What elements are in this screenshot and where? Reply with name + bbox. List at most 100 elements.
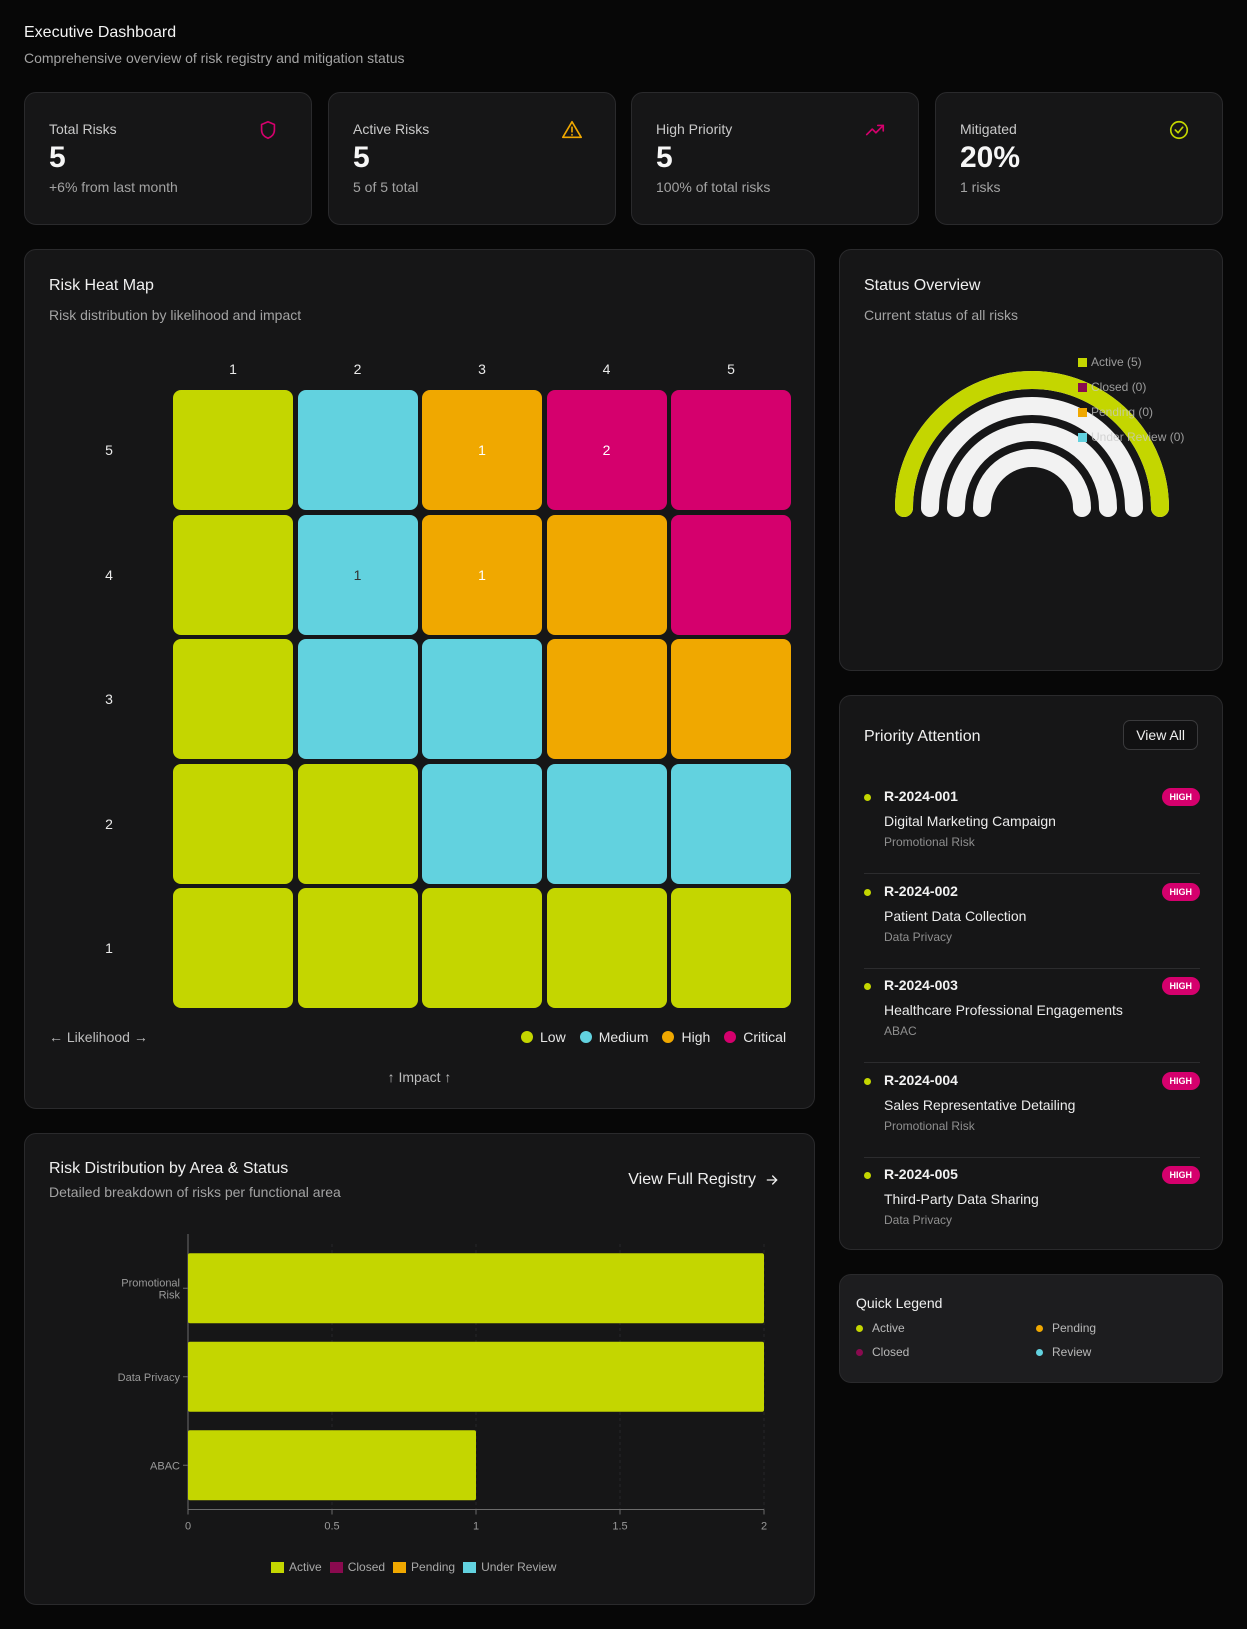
- legend-label: Under Review: [481, 1560, 557, 1574]
- heat-map-cell-low[interactable]: [173, 514, 293, 635]
- legend-label: Closed: [347, 1560, 386, 1574]
- status-legend-label: Active (5): [1091, 355, 1142, 369]
- legend-critical-label: Critical: [743, 1029, 787, 1045]
- stat-card-high-priority: High Priority 5 100% of total risks: [631, 92, 919, 225]
- risk-name: Digital Marketing Campaign: [884, 813, 1056, 829]
- legend-label: Active: [289, 1560, 322, 1574]
- quick-legend-pending: Pending: [1036, 1321, 1096, 1335]
- heat-map-column-label: 2: [353, 361, 362, 377]
- priority-list-item[interactable]: R-2024-002 HIGH Patient Data Collection Dat…: [864, 875, 1200, 969]
- heat-map-cell-medium[interactable]: [297, 390, 418, 510]
- card-subtitle: Detailed breakdown of risks per function…: [49, 1184, 341, 1200]
- priority-list-item[interactable]: R-2024-004 HIGH Sales Representative Detai…: [864, 1064, 1200, 1158]
- status-overview-card: Status Overview Current status of all ri…: [839, 249, 1223, 671]
- radial-track: [973, 449, 1091, 517]
- heat-map-cell-high[interactable]: [546, 639, 667, 759]
- stat-value: 5: [353, 141, 370, 174]
- priority-attention-card: Priority Attention View All R-2024-001 HI…: [839, 695, 1223, 1250]
- pending-swatch: [393, 1561, 407, 1573]
- risk-category: Data Privacy: [884, 929, 953, 944]
- heat-map-cell-high[interactable]: [546, 514, 667, 635]
- x-tick-label: 0.5: [324, 1521, 339, 1533]
- arrow-right-icon: [766, 1175, 778, 1185]
- status-dot-icon: [864, 1172, 871, 1179]
- active-swatch: [271, 1561, 284, 1573]
- heat-map-cell-high[interactable]: 1: [422, 390, 542, 510]
- stat-note: +6% from last month: [49, 179, 178, 195]
- quick-legend-card: Quick Legend Active Pending Closed Revie…: [839, 1274, 1223, 1383]
- view-full-registry-link[interactable]: View Full Registry: [628, 1171, 780, 1189]
- priority-list-item[interactable]: R-2024-005 HIGH Third-Party Data Sharing Da…: [864, 1158, 1200, 1252]
- risk-category: Promotional Risk: [884, 1118, 975, 1133]
- status-dot-icon: [864, 983, 871, 990]
- heat-map-cell-medium[interactable]: [297, 639, 418, 759]
- risk-distribution-card: Risk Distribution by Area & Status Detai…: [24, 1133, 815, 1605]
- heat-map-cell-medium[interactable]: [671, 763, 791, 884]
- quick-legend-review: Review: [1036, 1345, 1091, 1359]
- card-title: Risk Heat Map: [49, 277, 154, 294]
- priority-list-item[interactable]: R-2024-003 HIGH Healthcare Professional En…: [864, 969, 1200, 1063]
- heat-map-cell-high[interactable]: 1: [422, 514, 542, 635]
- status-legend-swatch: [1078, 358, 1087, 367]
- risk-category: Data Privacy: [884, 1213, 953, 1227]
- heat-map-cell-critical[interactable]: 2: [546, 390, 667, 510]
- heat-map-cell-count: 1: [353, 566, 362, 583]
- risk-category: ABAC: [884, 1024, 917, 1038]
- quick-legend-active: Active: [856, 1321, 905, 1335]
- stat-value: 20%: [960, 141, 1021, 174]
- heat-map-cell-medium[interactable]: [422, 763, 542, 884]
- heat-map-cell-critical[interactable]: [671, 390, 791, 510]
- status-legend-swatch: [1078, 383, 1087, 392]
- stat-value: 5: [49, 141, 66, 174]
- status-dot-icon: [864, 888, 871, 896]
- card-subtitle: Risk distribution by likelihood and impa…: [49, 307, 302, 323]
- legend-critical-swatch: [724, 1031, 737, 1043]
- risk-name: Sales Representative Detailing: [884, 1096, 1076, 1113]
- closed-swatch: [329, 1561, 343, 1573]
- x-tick-label: 1: [473, 1521, 479, 1533]
- x-tick-label: 0: [185, 1521, 191, 1533]
- legend-medium-label: Medium: [598, 1029, 649, 1045]
- heat-map-cell-medium[interactable]: [546, 763, 667, 884]
- heat-map-cell-low[interactable]: [173, 888, 293, 1008]
- heat-map-cell-low[interactable]: [173, 639, 293, 759]
- heat-map-cell-low[interactable]: [546, 888, 667, 1008]
- heat-map-cell-low[interactable]: [422, 888, 542, 1008]
- legend-low-label: Low: [540, 1029, 566, 1045]
- view-all-button[interactable]: View All: [1123, 720, 1198, 750]
- category-label: Promotional: [121, 1277, 180, 1289]
- heat-map-cell-low[interactable]: [297, 888, 418, 1008]
- heat-map-cell-low[interactable]: [297, 763, 418, 884]
- heat-map-cell-count: 1: [478, 442, 486, 458]
- bar-chart-legend: Active Closed Pending Under Review: [271, 1560, 556, 1574]
- heat-map-cell-medium[interactable]: 1: [297, 514, 418, 635]
- card-title: Priority Attention: [864, 728, 981, 745]
- quick-legend-label: Closed: [872, 1345, 910, 1359]
- status-legend-label: Pending (0): [1091, 405, 1153, 419]
- risk-id: R-2024-003: [884, 977, 958, 993]
- category-label: Data Privacy: [118, 1372, 181, 1384]
- heat-map-row-label: 5: [105, 442, 113, 458]
- heat-map-cell-medium[interactable]: [422, 639, 542, 759]
- category-label: ABAC: [150, 1460, 180, 1472]
- radial-track: [947, 423, 1117, 517]
- radial-bar-active: [895, 371, 1169, 517]
- status-dot-icon: [864, 1077, 871, 1085]
- status-radial-chart: Active (5) Closed (0) Pending (0) Under Rev…: [895, 355, 1184, 517]
- x-tick-label: 2: [761, 1521, 767, 1533]
- pending-dot-icon: [1036, 1324, 1043, 1332]
- alert-triangle-icon: [562, 120, 582, 139]
- legend-label: Pending: [411, 1560, 456, 1574]
- heat-map-column-label: 4: [602, 361, 611, 377]
- bar-active: [188, 1341, 764, 1412]
- heat-map-cell-low[interactable]: [173, 390, 293, 510]
- heat-map-cell-critical[interactable]: [671, 514, 791, 635]
- heat-map-cell-low[interactable]: [173, 763, 293, 884]
- priority-badge: HIGH: [1161, 1071, 1200, 1090]
- heat-map-cell-low[interactable]: [671, 888, 791, 1008]
- heat-map-cell-count: 2: [602, 442, 611, 458]
- stat-label: Active Risks: [353, 121, 430, 137]
- priority-list-item[interactable]: R-2024-001 HIGH Digital Marketing Campaign…: [864, 780, 1200, 874]
- heat-map-cell-high[interactable]: [671, 639, 791, 759]
- divider: [864, 967, 1200, 969]
